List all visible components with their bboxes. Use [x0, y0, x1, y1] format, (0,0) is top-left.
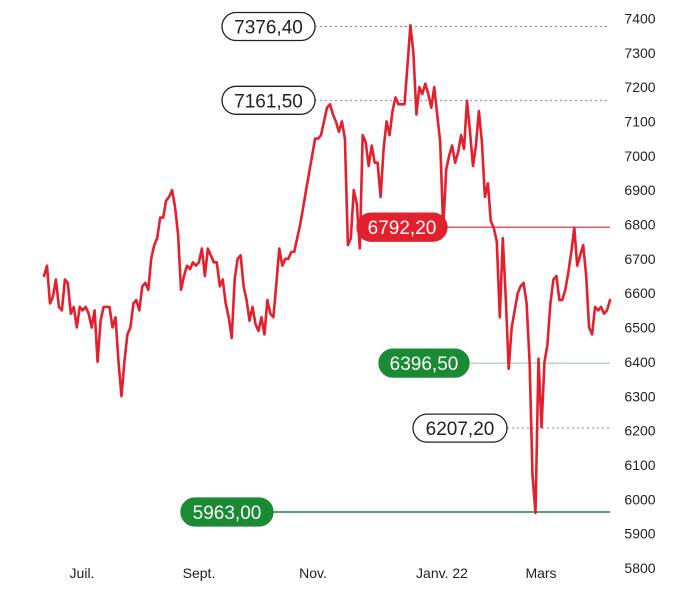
annotation-label: 6207,20 [426, 419, 495, 440]
annotation-pills: 7376,40 7161,50 6792,20 6396,50 6207,20 5963,… [180, 11, 508, 527]
x-tick-label: Mars [525, 565, 556, 581]
series-line [42, 24, 612, 515]
annotation-label: 7376,40 [234, 18, 303, 39]
x-axis: Juil. Sept. Nov. Janv. 22 Mars [70, 565, 557, 581]
annotation-pill [180, 497, 274, 527]
x-tick-label: Juil. [70, 565, 95, 581]
y-tick-label: 5900 [624, 526, 655, 542]
y-tick-label: 6400 [624, 354, 655, 370]
annotation-pill [356, 212, 448, 242]
annotation-pill [221, 85, 316, 115]
y-tick-label: 7200 [624, 79, 655, 95]
x-tick-label: Janv. 22 [416, 565, 468, 581]
y-tick-label: 6100 [624, 457, 655, 473]
y-tick-label: 7400 [624, 10, 655, 26]
y-tick-label: 7300 [624, 45, 655, 61]
y-tick-label: 7000 [624, 148, 655, 164]
y-tick-label: 6200 [624, 423, 655, 439]
annotation-label: 5963,00 [193, 503, 262, 524]
y-tick-label: 6300 [624, 388, 655, 404]
annotation-pill [221, 11, 316, 42]
x-tick-label: Nov. [299, 565, 327, 581]
y-tick-label: 6000 [624, 491, 655, 507]
y-tick-label: 6800 [624, 217, 655, 233]
y-tick-label: 5800 [624, 560, 655, 576]
x-tick-label: Sept. [183, 565, 216, 581]
y-tick-label: 6600 [624, 285, 655, 301]
series-layer [42, 24, 612, 515]
annotation-label: 6792,20 [368, 218, 437, 239]
y-tick-label: 6900 [624, 182, 655, 198]
y-tick-label: 6500 [624, 320, 655, 336]
y-axis: 7400 7300 7200 7100 7000 6900 6800 6700 6600 6500… [624, 10, 655, 576]
annotation-label: 7161,50 [234, 91, 303, 112]
annotation-label: 6396,50 [390, 354, 459, 375]
y-tick-label: 7100 [624, 113, 655, 129]
annotation-pill [412, 413, 508, 443]
y-tick-label: 6700 [624, 251, 655, 267]
annotation-pill [378, 348, 470, 378]
